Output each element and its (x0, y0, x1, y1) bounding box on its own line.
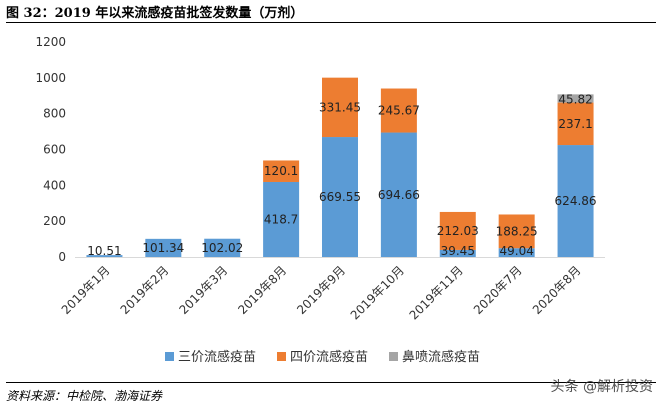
bar-segment (380, 88, 417, 133)
y-tick-label: 200 (43, 214, 66, 228)
watermark: 头条 @解析投资 (550, 379, 653, 395)
x-tick-label: 2019年10月 (348, 263, 407, 322)
legend-label: 四价流感疫苗 (290, 349, 368, 365)
bar-segment (263, 160, 300, 182)
data-label: 120.1 (264, 164, 298, 178)
bar-segment (498, 248, 535, 257)
data-label: 418.7 (264, 212, 298, 226)
y-axis-ticks: 0 200 400 600 800 1000 1200 (35, 35, 66, 264)
y-tick-label: 800 (43, 107, 66, 121)
data-label: 45.82 (558, 92, 592, 106)
data-label: 101.34 (142, 241, 184, 255)
x-axis-ticks: 2019年1月 2019年2月 2019年3月 2019年8月 2019年9月 2019年… (59, 263, 584, 322)
bar-segment (263, 181, 300, 257)
x-tick-label: 2020年7月 (471, 263, 525, 317)
bar-segment (380, 132, 417, 257)
legend-swatch (277, 352, 286, 361)
data-label: 237.1 (558, 117, 592, 131)
x-tick-label: 2019年11月 (407, 263, 466, 322)
legend-swatch (165, 352, 174, 361)
bar-segment (145, 238, 182, 257)
y-tick-label: 400 (43, 178, 66, 192)
bar-segment (204, 238, 241, 257)
x-tick-label: 2019年3月 (176, 263, 230, 317)
data-label: 39.45 (441, 244, 475, 258)
data-label: 10.51 (87, 244, 121, 258)
x-tick-label: 2019年1月 (59, 263, 113, 317)
legend-swatch (389, 352, 398, 361)
bar-segment (498, 214, 535, 249)
data-labels: 10.51 101.34 102.02 418.7 120.1 669.55 331.45 6… (87, 92, 596, 258)
y-tick-label: 0 (58, 250, 66, 264)
bar-segment (322, 77, 358, 138)
y-tick-label: 600 (43, 143, 66, 157)
bar-series (86, 77, 594, 257)
data-label: 331.45 (319, 100, 361, 114)
x-tick-label: 2019年2月 (118, 263, 172, 317)
y-tick-label: 1000 (35, 71, 66, 85)
legend-label: 鼻喷流感疫苗 (402, 349, 480, 365)
source-note: 资料来源：中检院、渤海证券 (6, 389, 163, 403)
data-label: 49.04 (499, 244, 533, 258)
bar-segment (557, 102, 594, 146)
bar-segment (439, 249, 476, 257)
x-tick-label: 2020年8月 (530, 263, 584, 317)
figure-title: 图 32：2019 年以来流感疫苗批签发数量（万剂） (6, 6, 304, 21)
data-label: 694.66 (378, 188, 420, 202)
x-tick-label: 2019年8月 (235, 263, 289, 317)
data-label: 245.67 (378, 104, 420, 118)
bar-segment (439, 211, 476, 250)
data-label: 212.03 (437, 224, 479, 238)
bar-segment (322, 137, 358, 257)
bar-segment (557, 145, 594, 257)
data-label: 188.25 (496, 224, 538, 238)
bar-segment (557, 94, 594, 103)
bar-segment (86, 255, 123, 257)
title-divider (6, 22, 656, 23)
y-tick-label: 1200 (35, 35, 66, 49)
x-tick-label: 2019年9月 (294, 263, 348, 317)
chart-legend: 三价流感疫苗 四价流感疫苗 鼻喷流感疫苗 (165, 349, 480, 365)
stacked-bar-chart: 0 200 400 600 800 1000 1200 10.51 101.34 102.02 4… (35, 35, 605, 365)
legend-label: 三价流感疫苗 (178, 349, 256, 365)
data-label: 102.02 (201, 241, 243, 255)
source-divider (6, 382, 656, 383)
data-label: 624.86 (555, 194, 597, 208)
data-label: 669.55 (319, 190, 361, 204)
